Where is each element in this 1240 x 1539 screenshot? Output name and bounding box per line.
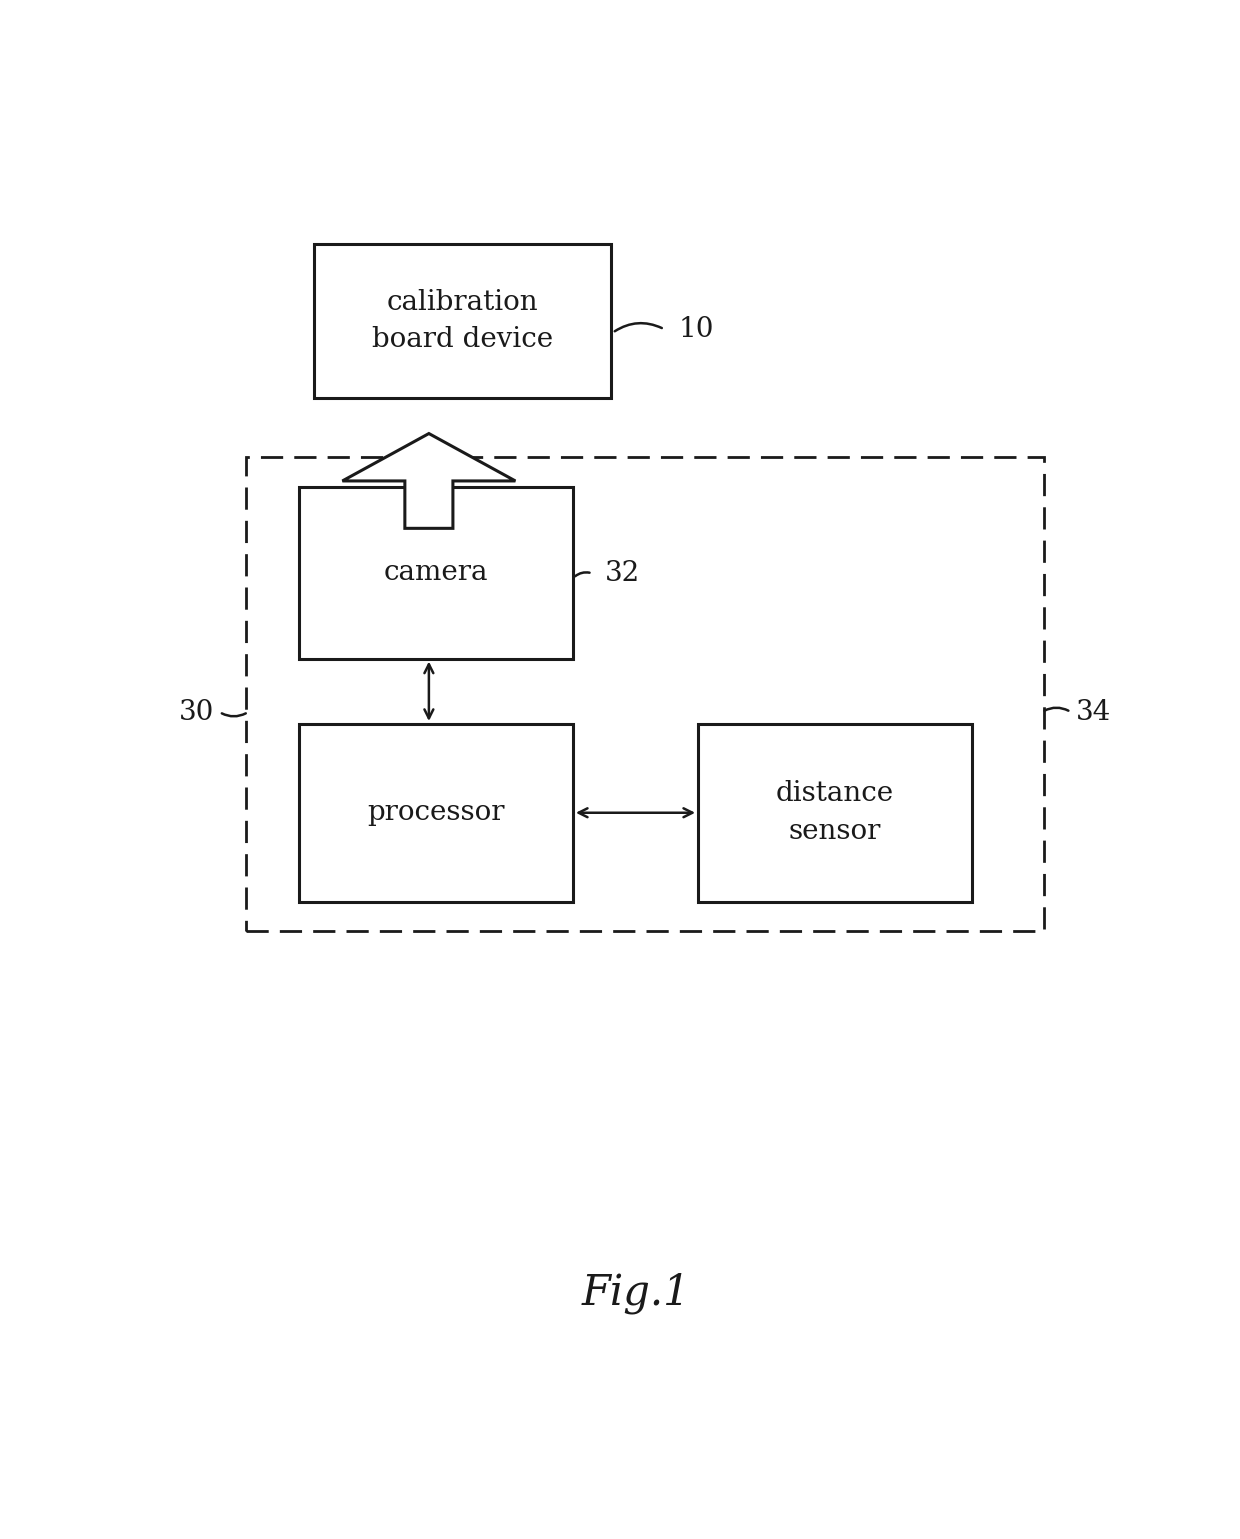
- Text: 10: 10: [678, 315, 714, 343]
- Polygon shape: [342, 434, 516, 528]
- Text: processor: processor: [367, 799, 505, 826]
- Text: distance
sensor: distance sensor: [776, 780, 894, 845]
- Text: camera: camera: [384, 559, 489, 586]
- Bar: [299, 723, 573, 902]
- Text: 30: 30: [180, 699, 215, 725]
- Bar: [247, 457, 1044, 931]
- Bar: [299, 486, 573, 659]
- Text: 34: 34: [1075, 699, 1111, 725]
- Text: calibration
board device: calibration board device: [372, 289, 553, 354]
- Bar: [314, 245, 611, 399]
- Text: Fig.1: Fig.1: [582, 1271, 689, 1314]
- Bar: [698, 723, 972, 902]
- Text: 32: 32: [605, 560, 640, 586]
